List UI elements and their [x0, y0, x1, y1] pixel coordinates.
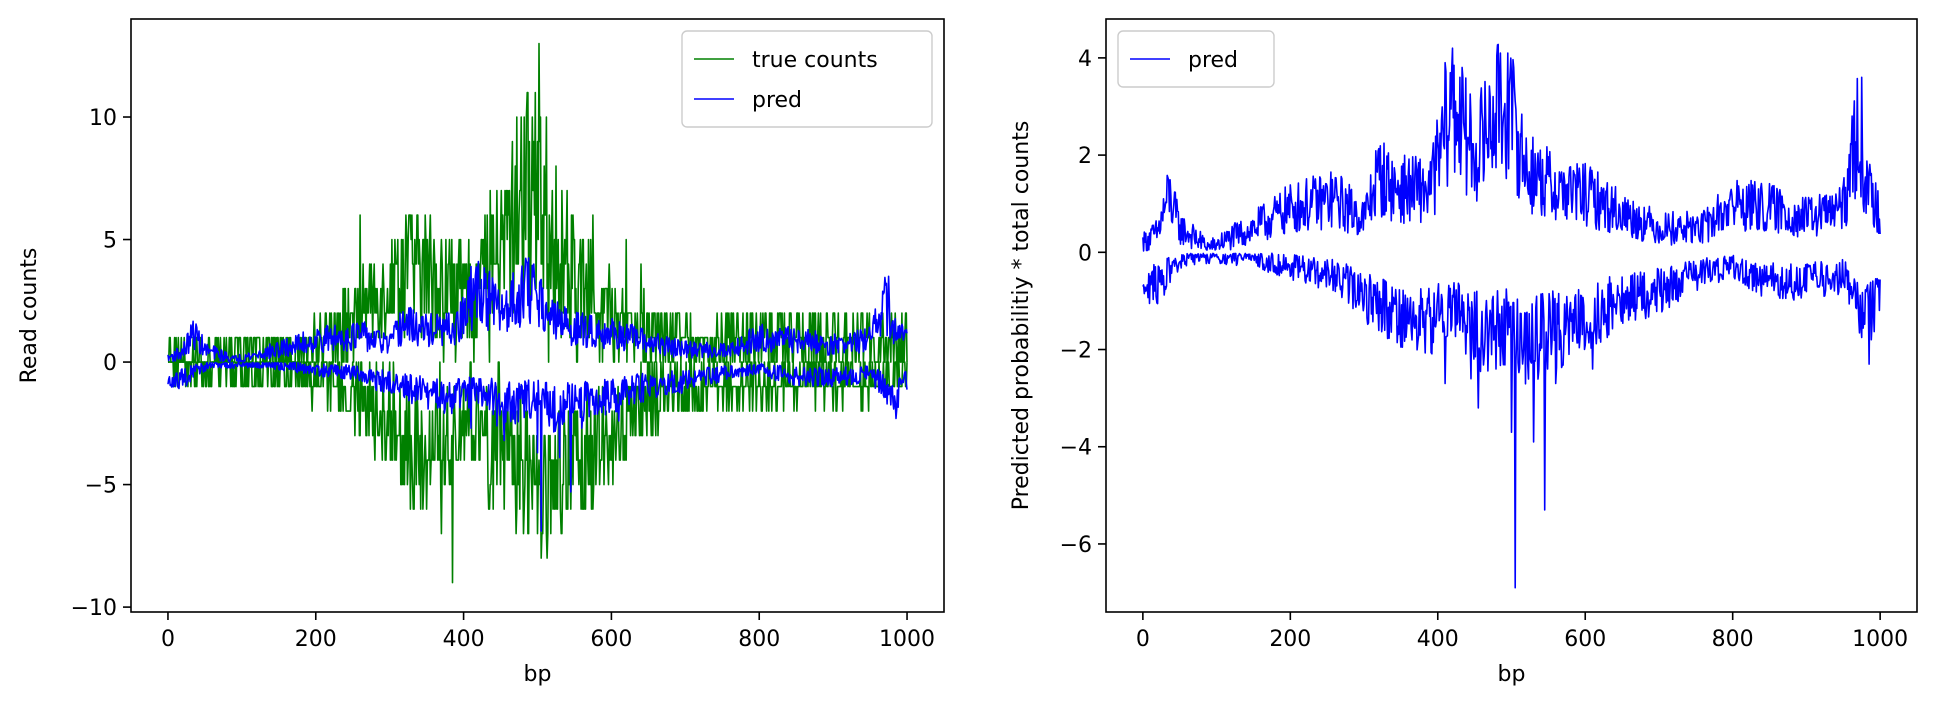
y-tick-label: −10 — [71, 596, 117, 621]
x-tick-label: 400 — [1417, 627, 1459, 652]
y-tick-label: −5 — [85, 474, 117, 499]
legend-label: pred — [752, 88, 802, 113]
series-line-pred-pos — [167, 257, 908, 363]
x-tick-label: 1000 — [879, 627, 935, 652]
series-line-pred-neg — [1142, 252, 1881, 589]
series-line-pred-neg — [167, 361, 908, 532]
plot-area — [1142, 43, 1881, 589]
series-line-pred-pos — [1142, 43, 1881, 252]
legend-box — [1117, 30, 1275, 88]
x-tick-label: 1000 — [1852, 627, 1908, 652]
y-tick-label: 2 — [1078, 144, 1092, 169]
x-tick-label: 0 — [161, 627, 175, 652]
y-tick-label: 0 — [103, 351, 117, 376]
y-tick-label: −4 — [1060, 436, 1092, 461]
x-axis-label: bp — [524, 662, 552, 687]
x-tick-label: 600 — [1564, 627, 1606, 652]
y-axis-label: Predicted probabilitiy * total counts — [1009, 121, 1034, 511]
y-tick-label: −2 — [1060, 339, 1092, 364]
y-tick-label: 0 — [1078, 241, 1092, 266]
x-tick-label: 600 — [590, 627, 632, 652]
legend: pred — [1117, 30, 1275, 88]
x-tick-label: 0 — [1136, 627, 1150, 652]
chart-read-counts: 0 200 400 600 800 1000 −10 −5 0 5 10 bp Read counts t… — [17, 18, 945, 687]
series-line-true-counts-neg — [167, 361, 908, 584]
x-tick-label: 200 — [1269, 627, 1311, 652]
plot-area — [167, 42, 908, 584]
legend-label: true counts — [752, 48, 878, 73]
x-tick-label: 800 — [738, 627, 780, 652]
y-tick-label: 5 — [103, 229, 117, 254]
y-tick-label: 4 — [1078, 47, 1092, 72]
legend-label: pred — [1188, 48, 1238, 73]
x-tick-label: 800 — [1712, 627, 1754, 652]
legend: true counts pred — [681, 30, 933, 128]
legend-box — [681, 30, 933, 128]
chart-predicted-probability: 0 200 400 600 800 1000 −6 −4 −2 0 2 4 bp Predicted pr… — [1009, 18, 1918, 687]
plot-frame — [130, 18, 945, 613]
y-axis-label: Read counts — [17, 248, 42, 384]
x-tick-label: 400 — [443, 627, 485, 652]
x-tick-label: 200 — [295, 627, 337, 652]
y-tick-label: 10 — [89, 106, 117, 131]
y-tick-label: −6 — [1060, 533, 1092, 558]
x-axis-label: bp — [1498, 662, 1526, 687]
series-line-true-counts-pos — [167, 42, 908, 363]
plot-frame — [1105, 18, 1918, 613]
